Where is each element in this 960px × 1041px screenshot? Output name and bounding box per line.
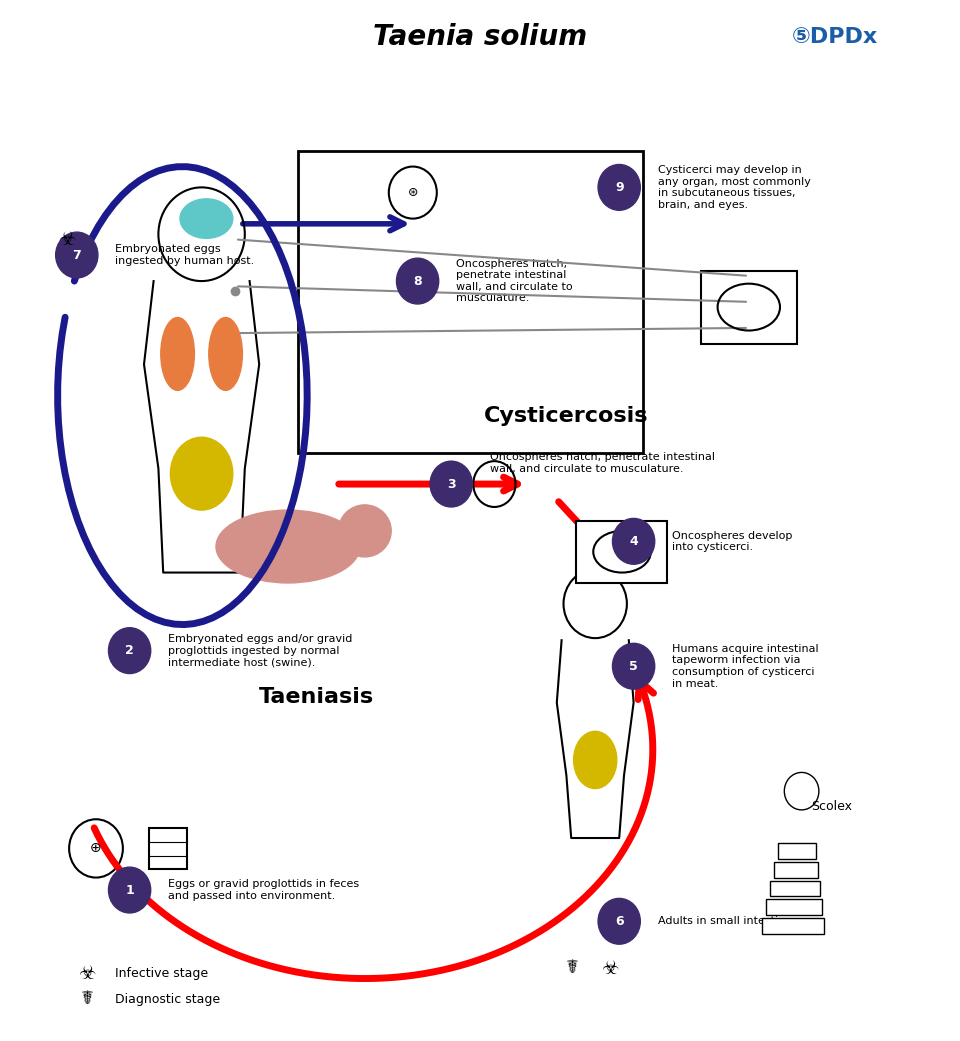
FancyBboxPatch shape (762, 918, 824, 934)
Circle shape (396, 258, 439, 304)
Circle shape (598, 164, 640, 210)
Circle shape (612, 518, 655, 564)
Circle shape (108, 867, 151, 913)
Text: 6: 6 (615, 915, 623, 928)
Text: Diagnostic stage: Diagnostic stage (115, 993, 221, 1006)
Text: ⊕: ⊕ (90, 841, 102, 856)
Ellipse shape (208, 318, 242, 390)
Circle shape (430, 461, 472, 507)
Circle shape (108, 628, 151, 674)
Text: Cysticercosis: Cysticercosis (484, 406, 649, 427)
FancyBboxPatch shape (149, 828, 187, 869)
FancyBboxPatch shape (701, 271, 797, 344)
FancyBboxPatch shape (766, 899, 822, 915)
Ellipse shape (180, 199, 233, 238)
FancyBboxPatch shape (576, 520, 667, 583)
Text: 7: 7 (72, 249, 82, 261)
Text: Scolex: Scolex (811, 801, 852, 813)
Text: Eggs or gravid proglottids in feces
and passed into environment.: Eggs or gravid proglottids in feces and … (168, 880, 359, 900)
Text: 3: 3 (447, 478, 455, 490)
Text: Embryonated eggs
ingested by human host.: Embryonated eggs ingested by human host. (115, 245, 254, 265)
Text: ☣: ☣ (78, 964, 95, 983)
Text: 4: 4 (629, 535, 638, 548)
Circle shape (612, 643, 655, 689)
Text: Taeniasis: Taeniasis (259, 687, 374, 708)
FancyBboxPatch shape (778, 843, 816, 859)
FancyBboxPatch shape (770, 881, 820, 896)
Text: Taenia solium: Taenia solium (372, 24, 588, 51)
Text: ☣: ☣ (59, 230, 76, 249)
Text: Infective stage: Infective stage (115, 967, 208, 980)
Text: 8: 8 (414, 275, 421, 287)
Text: 9: 9 (615, 181, 623, 194)
Text: Oncospheres develop
into cysticerci.: Oncospheres develop into cysticerci. (672, 531, 792, 552)
Text: Oncospheres hatch, penetrate intestinal
wall, and circulate to musculature.: Oncospheres hatch, penetrate intestinal … (490, 453, 714, 474)
Circle shape (598, 898, 640, 944)
Text: ☣: ☣ (601, 959, 618, 977)
Text: ⊛: ⊛ (408, 186, 418, 199)
Text: 5: 5 (629, 660, 638, 672)
Text: 2: 2 (125, 644, 134, 657)
Text: CDC: CDC (36, 24, 93, 49)
Text: ☤: ☤ (80, 990, 93, 1009)
Text: ☤: ☤ (564, 959, 578, 977)
Text: 1: 1 (125, 884, 134, 896)
Text: Embryonated eggs and/or gravid
proglottids ingested by normal
intermediate host : Embryonated eggs and/or gravid proglotti… (168, 634, 352, 667)
Text: Oncospheres hatch,
penetrate intestinal
wall, and circulate to
musculature.: Oncospheres hatch, penetrate intestinal … (456, 258, 572, 304)
Ellipse shape (339, 505, 392, 557)
Circle shape (56, 232, 98, 278)
Text: ⑤DPDx: ⑤DPDx (792, 27, 878, 48)
Ellipse shape (216, 510, 360, 583)
Ellipse shape (160, 318, 194, 390)
Text: Adults in small intestine: Adults in small intestine (658, 916, 792, 926)
Text: Humans acquire intestinal
tapeworm infection via
consumption of cysticerci
in me: Humans acquire intestinal tapeworm infec… (672, 643, 819, 689)
Ellipse shape (574, 732, 617, 789)
FancyBboxPatch shape (774, 862, 818, 878)
Text: Cysticerci may develop in
any organ, most commonly
in subcutaneous tissues,
brai: Cysticerci may develop in any organ, mos… (658, 164, 810, 210)
Ellipse shape (170, 437, 233, 510)
FancyBboxPatch shape (298, 151, 643, 453)
